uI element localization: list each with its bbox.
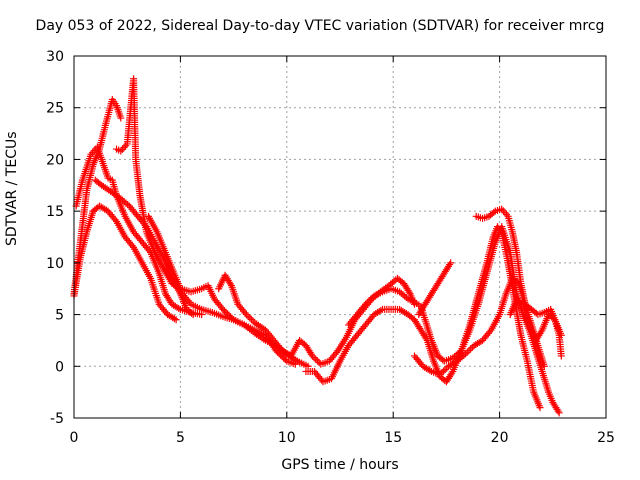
data-point — [499, 207, 507, 215]
data-point — [278, 353, 286, 361]
axis-ticks: 0 5 10 15 20 25 -5 0 5 10 15 20 25 30 — [46, 49, 615, 446]
data-point — [540, 362, 548, 370]
data-point — [439, 367, 447, 375]
data-point — [188, 309, 196, 317]
series-sat-l — [472, 205, 565, 339]
series-sat-j — [415, 259, 455, 319]
data-point — [426, 366, 434, 374]
series-sat-b — [72, 143, 206, 319]
y-tick-label: -5 — [50, 411, 64, 427]
x-tick-label: 5 — [176, 430, 185, 446]
y-tick-label: 0 — [55, 359, 64, 375]
data-point — [367, 295, 375, 303]
data-point — [447, 259, 455, 267]
data-point — [402, 294, 410, 302]
data-point — [436, 371, 444, 379]
series-sat-c — [70, 202, 180, 324]
data-point — [555, 409, 563, 417]
y-axis-label: SDTVAR / TECUs — [4, 131, 20, 246]
data-point — [111, 216, 119, 224]
data-point — [313, 357, 321, 365]
data-point — [377, 306, 385, 314]
data-point — [310, 354, 318, 362]
series-sat-m — [506, 295, 565, 360]
data-point — [189, 311, 197, 319]
plot-frame — [73, 55, 607, 419]
y-tick-label: 20 — [46, 152, 64, 168]
data-point — [247, 316, 255, 324]
data-point — [128, 242, 136, 250]
data-point — [186, 299, 194, 307]
data-point — [446, 261, 454, 269]
data-point — [448, 369, 456, 377]
data-point — [315, 359, 323, 367]
data-point — [557, 352, 565, 360]
grid-lines — [74, 56, 606, 418]
data-point — [244, 312, 252, 320]
data-point — [222, 308, 230, 316]
data-points — [70, 75, 565, 417]
data-point — [124, 201, 132, 209]
data-point — [456, 348, 464, 356]
series-sat-f — [144, 212, 312, 370]
data-point — [462, 350, 470, 358]
x-tick-label: 0 — [70, 430, 79, 446]
data-point — [532, 309, 540, 317]
data-point — [220, 307, 228, 315]
data-point — [536, 404, 544, 412]
data-point — [118, 145, 126, 153]
data-point — [368, 294, 376, 302]
data-point — [312, 355, 320, 363]
data-point — [486, 328, 494, 336]
data-point — [277, 351, 285, 359]
data-point — [226, 280, 234, 288]
data-point — [281, 356, 289, 364]
data-point — [549, 314, 557, 322]
chart-title: Day 053 of 2022, Sidereal Day-to-day VTE… — [35, 18, 605, 34]
x-axis-label: GPS time / hours — [281, 457, 399, 473]
y-tick-label: 15 — [46, 204, 64, 220]
data-point — [405, 288, 413, 296]
data-point — [122, 142, 130, 150]
data-point — [465, 347, 473, 355]
data-point — [219, 305, 227, 313]
y-tick-label: 25 — [46, 101, 64, 117]
data-point — [218, 304, 226, 312]
data-point — [537, 328, 545, 336]
data-point — [172, 316, 180, 324]
data-point — [241, 309, 249, 317]
data-point — [490, 208, 498, 216]
data-point — [460, 351, 468, 359]
data-point — [242, 311, 250, 319]
data-point — [117, 114, 125, 122]
data-point — [441, 366, 449, 374]
data-point — [246, 314, 254, 322]
data-point — [467, 345, 475, 353]
x-tick-label: 15 — [384, 430, 402, 446]
y-tick-label: 30 — [46, 49, 64, 65]
x-tick-label: 20 — [491, 430, 509, 446]
data-point — [363, 299, 371, 307]
data-point — [170, 315, 178, 323]
data-point — [438, 369, 446, 377]
data-point — [362, 300, 370, 308]
data-point — [332, 348, 340, 356]
data-point — [360, 302, 368, 310]
data-point — [365, 297, 373, 305]
data-point — [463, 348, 471, 356]
series-sat-g — [215, 271, 418, 368]
data-point — [554, 407, 562, 415]
data-point — [175, 304, 183, 312]
x-tick-label: 10 — [278, 430, 296, 446]
y-tick-label: 10 — [46, 256, 64, 272]
data-point — [280, 354, 288, 362]
y-tick-label: 5 — [55, 308, 64, 324]
data-point — [308, 352, 316, 360]
x-tick-label: 25 — [597, 430, 615, 446]
